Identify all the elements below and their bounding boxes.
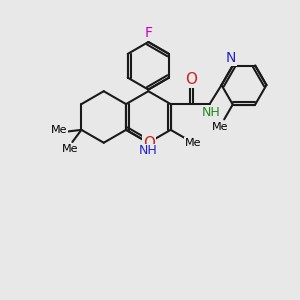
- Text: N: N: [226, 51, 236, 65]
- Text: Me: Me: [212, 122, 228, 131]
- Text: NH: NH: [202, 106, 220, 119]
- Text: Me: Me: [61, 144, 78, 154]
- Text: O: O: [143, 136, 155, 151]
- Text: F: F: [144, 26, 152, 40]
- Text: Me: Me: [184, 138, 201, 148]
- Text: O: O: [185, 72, 197, 87]
- Text: NH: NH: [139, 145, 158, 158]
- Text: Me: Me: [51, 125, 67, 135]
